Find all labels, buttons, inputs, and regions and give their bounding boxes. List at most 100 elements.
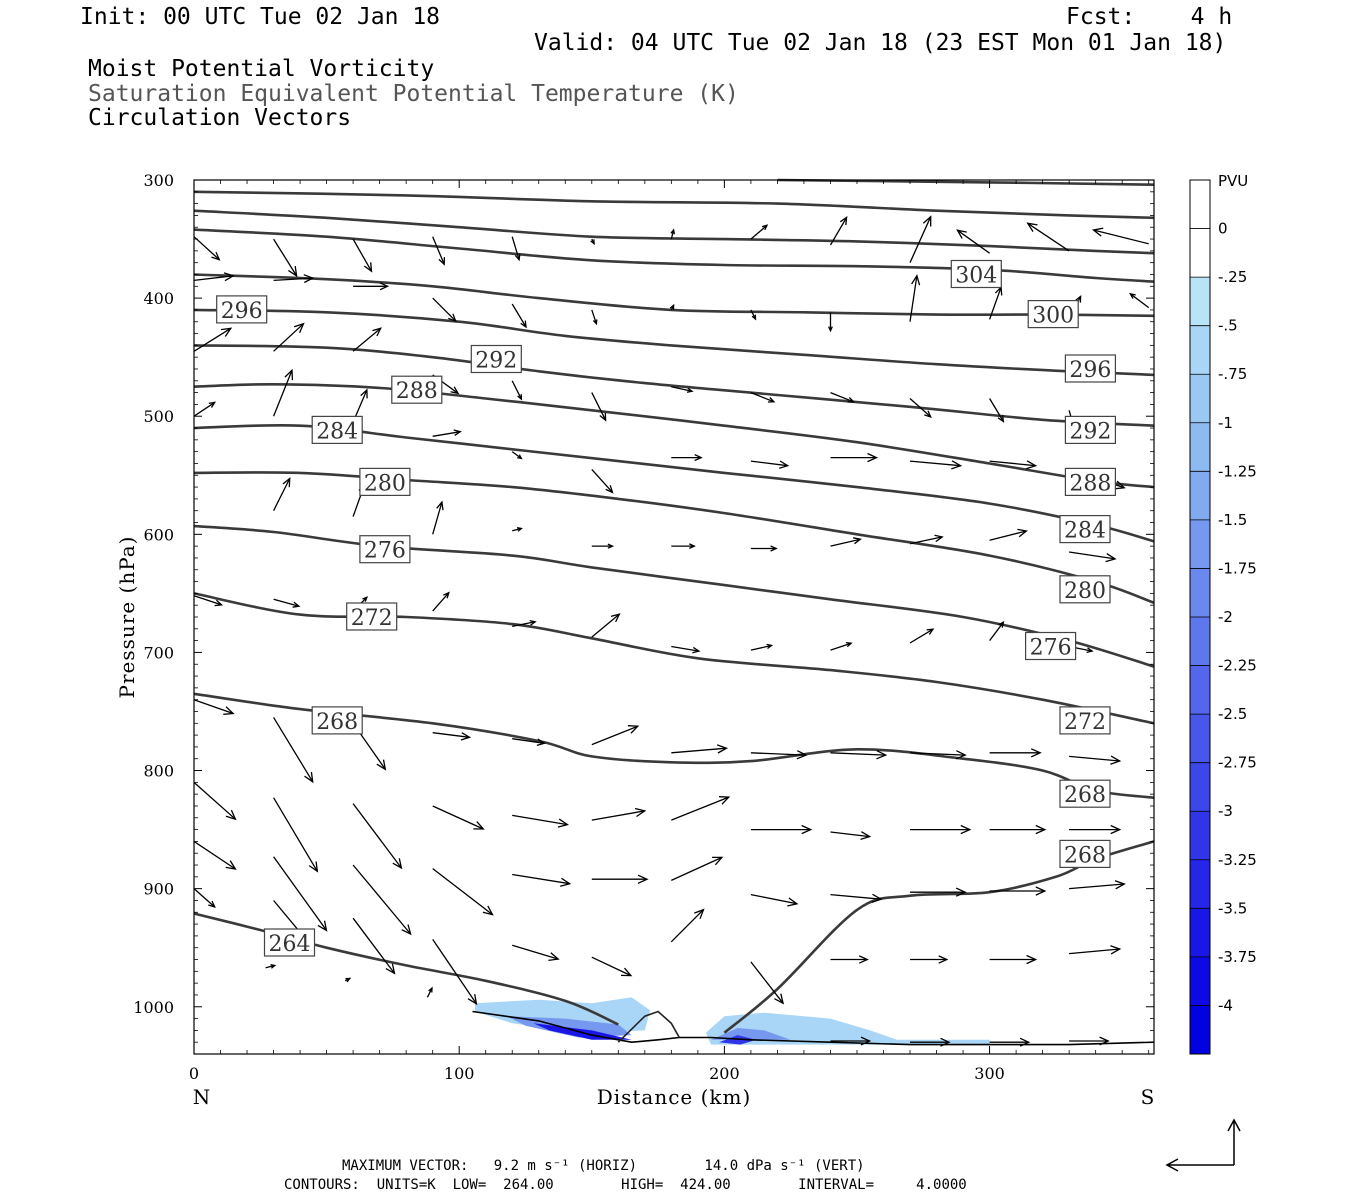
circulation-vector [273,238,298,278]
vector-shaft [750,752,807,756]
vector-shaft [193,781,236,820]
vector-head [998,620,1005,628]
contour-308 [193,209,1155,255]
vector-shaft [512,621,536,628]
vector-head [766,643,774,650]
vector-head [270,964,277,969]
vector-shaft [909,460,961,467]
vector-shaft [988,286,1002,320]
vector-head [637,874,649,884]
vector-head [401,924,412,936]
circulation-vector [591,807,647,821]
colorbar-swatch [1190,422,1210,472]
contour-label-box [346,602,398,631]
vector-shaft [989,530,1027,541]
vector-head [858,955,869,964]
contour-label-box [359,535,411,564]
vector-head [220,327,233,337]
circulation-vector [671,645,701,654]
terrain-layer [472,1010,1155,1046]
circulation-vector [1069,551,1117,563]
x-tick-label: 100 [444,1064,475,1083]
vector-head [362,596,369,602]
circulation-vector [512,944,560,962]
contour-268 [723,840,1155,1034]
circulation-vector [344,977,352,983]
circulation-vector [909,215,932,263]
circulation-vector [910,887,967,897]
vector-shaft [830,391,854,403]
circulation-vector [352,238,373,273]
circulation-vector [909,750,967,760]
circulation-vector [1129,292,1150,309]
circulation-vector [193,595,224,607]
vector-head [288,266,298,278]
contour-label-text: 288 [1069,471,1111,496]
contour-label-text: 296 [221,299,263,324]
vector-head [718,796,731,805]
vector-head [1114,480,1126,490]
colorbar: 0 -.25 -.5 -.75 -1 -1.25 -1.5 -1.75 -2 -2.25 -2.5 -… [1189,179,1257,1055]
vector-shaft [265,964,275,969]
circulation-vector [829,216,848,246]
contour-label-text: 268 [316,710,358,735]
vector-head [1035,886,1047,896]
contour-label: 272 [346,602,398,631]
contour-label: 272 [1059,706,1111,735]
contour-label-text: 292 [475,349,517,374]
vector-head [669,303,675,310]
vector-head [304,771,314,784]
vector-head [372,327,382,337]
vector-shaft [830,538,861,547]
colorbar-swatch [1190,1005,1210,1055]
contour-label: 276 [1024,631,1077,661]
y-tick-label: 400 [143,289,174,308]
circulation-vector [989,460,1038,470]
circulation-vector [989,886,1047,896]
vector-shaft [512,944,559,960]
vector-shaft [909,628,934,644]
vector-head [955,887,967,897]
contour-label-box [1064,467,1117,496]
contour-280 [193,471,1155,605]
circulation-vector [432,591,450,612]
y-tick-label: 1000 [133,998,174,1017]
vector-shaft [989,621,1004,641]
contour-label-text: 288 [396,379,438,404]
forecast-hour: Fcst: 4 h [1066,4,1233,30]
vector-shaft [432,431,461,437]
vector-head [1075,294,1082,303]
circulation-vector [272,368,294,417]
contour-label-text: 272 [351,606,393,631]
pv-shade-region [711,1028,791,1040]
colorbar-swatch [1190,665,1210,715]
circulation-vector [193,840,237,870]
circulation-vector [193,236,221,261]
circulation-vector [750,391,776,403]
circulation-vector [830,955,869,964]
circulation-vector [511,380,523,401]
circulation-vector [591,874,649,884]
vector-head [590,239,595,246]
vector-head [767,397,776,403]
circulation-vector [909,534,944,545]
circulation-vector [750,309,757,321]
vector-shaft [989,460,1036,467]
circulation-vector [432,297,457,323]
circulation-vector [432,500,444,535]
vector-shaft [1069,883,1125,890]
contour-label-text: 268 [1064,843,1106,868]
circulation-vector [830,750,888,760]
contour-label-box [263,928,316,957]
colorbar-tick-label: -3 [1218,802,1233,820]
vector-head [548,952,560,962]
circulation-vector [989,528,1028,541]
vector-head [1105,553,1117,563]
circulation-vector [830,537,862,547]
vector-head [694,908,705,920]
colorbar-swatch [1190,811,1210,861]
vector-shaft [591,725,639,746]
vector-shaft [352,327,382,352]
colorbar-swatch [1190,180,1210,230]
